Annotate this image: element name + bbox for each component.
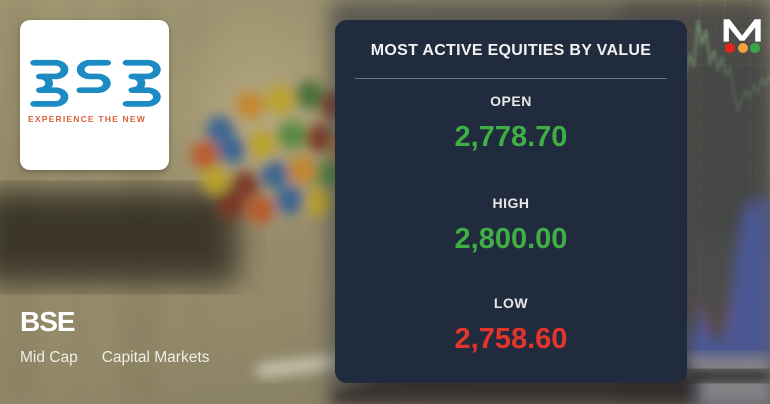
svg-text:EXPERIENCE THE NEW: EXPERIENCE THE NEW [28,114,146,124]
